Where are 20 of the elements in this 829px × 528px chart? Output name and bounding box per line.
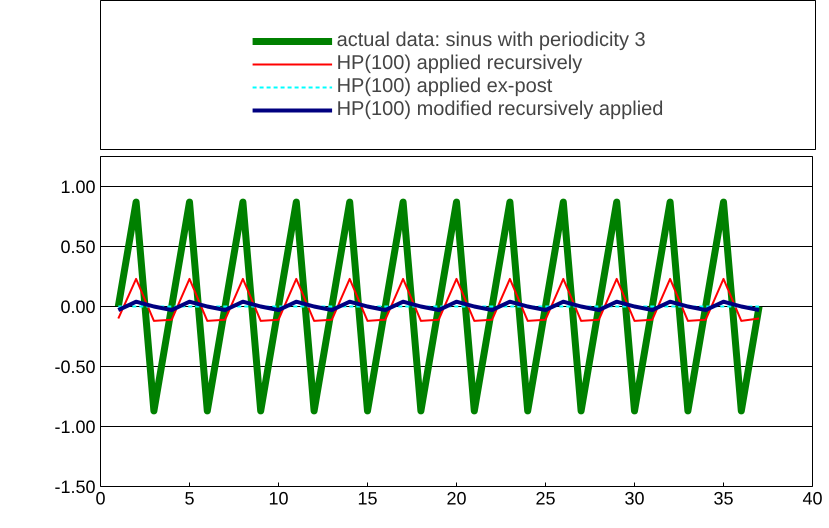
x-tick-label: 40	[802, 488, 823, 508]
legend-label: HP(100) applied ex-post	[336, 75, 552, 98]
legend-label: HP(100) applied recursively	[336, 52, 582, 75]
x-tick-label: 30	[624, 488, 645, 508]
x-tick-label: 35	[713, 488, 734, 508]
y-tick-label: 0.00	[60, 297, 96, 317]
y-tick-label: -1.50	[54, 477, 96, 497]
line-series	[117, 278, 760, 322]
legend-label: HP(100) modified recursively applied	[336, 98, 664, 121]
y-tick-label: 1.00	[60, 177, 96, 197]
legend-label: actual data: sinus with periodicity 3	[336, 29, 646, 52]
y-tick-label: 0.50	[60, 237, 96, 257]
x-tick-label: 10	[268, 488, 289, 508]
x-tick-label: 5	[184, 488, 195, 508]
y-tick-label: -1.00	[54, 417, 96, 437]
x-tick-label: 20	[446, 488, 467, 508]
x-tick-label: 25	[535, 488, 556, 508]
y-tick-label: -0.50	[54, 357, 96, 377]
x-tick-label: 0	[95, 488, 106, 508]
x-tick-label: 15	[357, 488, 378, 508]
